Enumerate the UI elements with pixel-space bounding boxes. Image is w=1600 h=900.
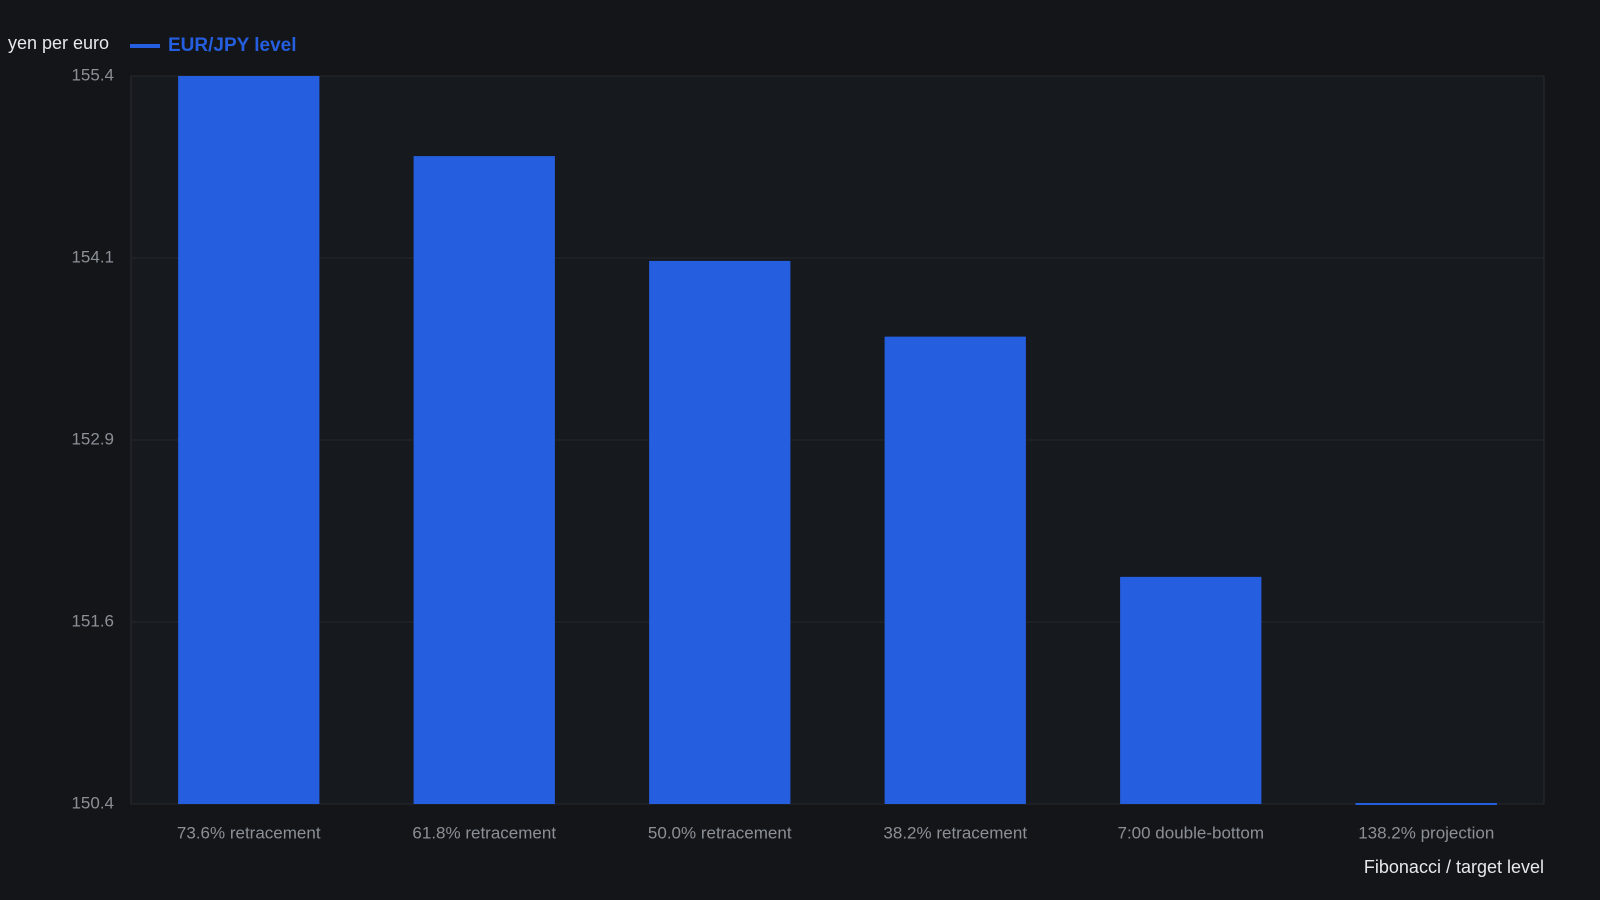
y-axis-title: yen per euro: [8, 33, 109, 53]
x-tick-label: 61.8% retracement: [412, 823, 556, 842]
bar: [178, 76, 320, 804]
x-tick-label: 7:00 double-bottom: [1118, 823, 1265, 842]
bar: [1355, 803, 1497, 805]
y-tick-label: 152.9: [71, 429, 114, 448]
legend-label: EUR/JPY level: [168, 35, 297, 56]
bar: [1120, 576, 1262, 804]
x-tick-label: 50.0% retracement: [648, 823, 792, 842]
x-tick-label: 138.2% projection: [1358, 823, 1494, 842]
y-tick-label: 150.4: [71, 793, 114, 812]
x-tick-label: 38.2% retracement: [883, 823, 1027, 842]
bar: [413, 156, 555, 804]
x-tick-label: 73.6% retracement: [177, 823, 321, 842]
y-tick-label: 151.6: [71, 611, 114, 630]
y-tick-label: 155.4: [71, 65, 114, 84]
bar: [884, 336, 1026, 804]
y-tick-label: 154.1: [71, 247, 114, 266]
bar: [649, 260, 791, 804]
x-axis-title: Fibonacci / target level: [1364, 857, 1544, 877]
